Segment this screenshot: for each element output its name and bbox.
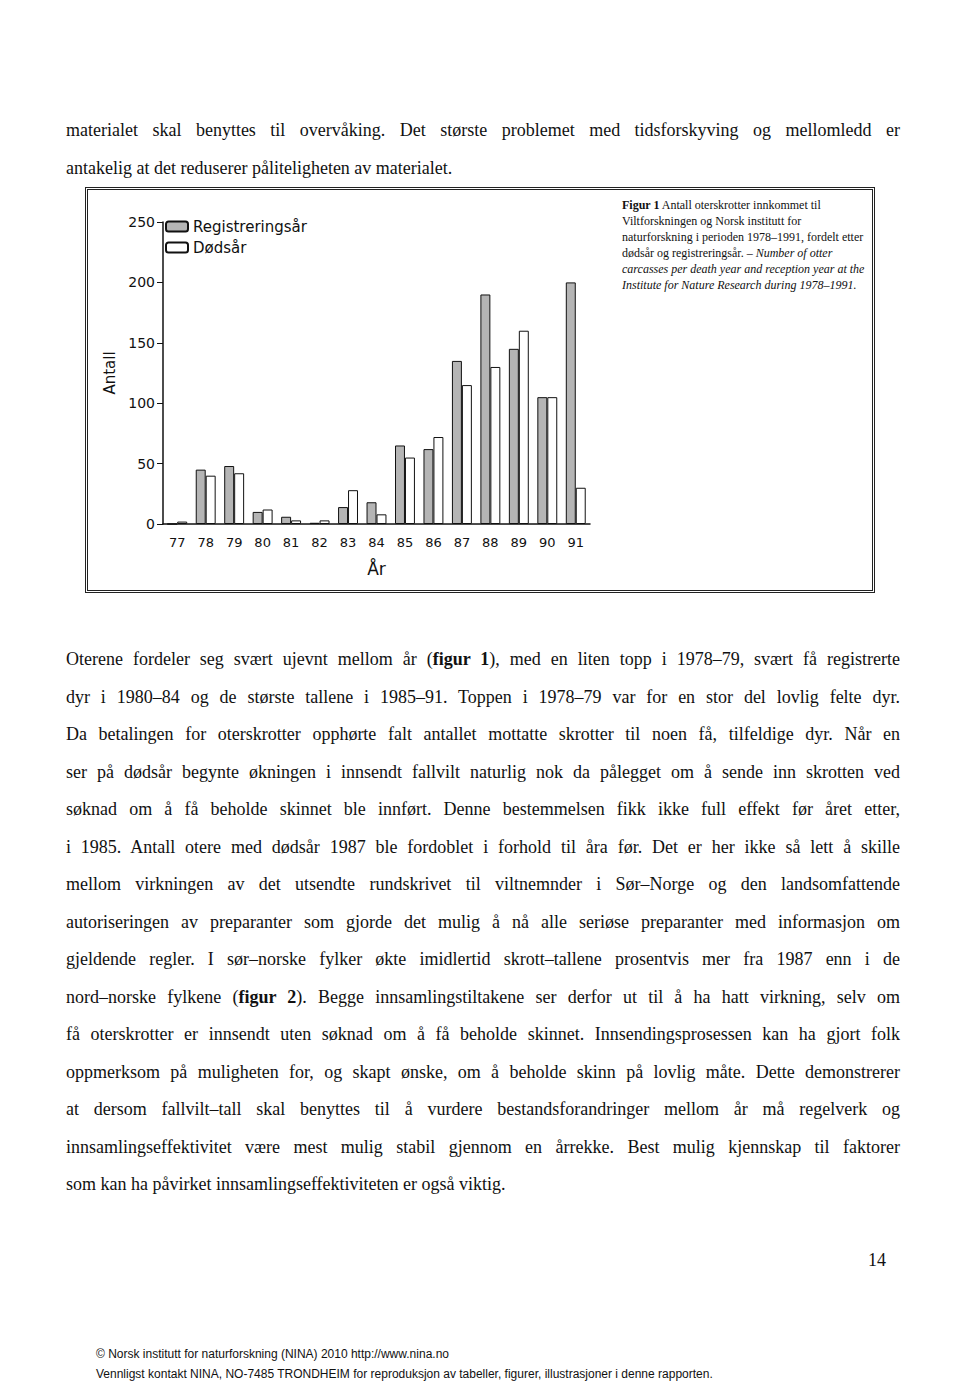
svg-text:88: 88 <box>482 535 499 550</box>
html-text:autoriseringen av preparanter: autoriseringen av preparanter som gjorde… <box>66 911 900 932</box>
html-text:dyr i 1980–84 og de største ta: dyr i 1980–84 og de største tallene i 19… <box>66 686 900 707</box>
svg-text:89: 89 <box>511 535 528 550</box>
html-text:at dersom fallvilt–tall skal b: at dersom fallvilt–tall skal benyttes ti… <box>66 1099 900 1119</box>
html-text:materialet skal benyttes til o: materialet skal benyttes til overvåking.… <box>66 120 900 140</box>
html-text:som kan ha påvirket innsamling: som kan ha påvirket innsamlingseffektivi… <box>66 1174 506 1194</box>
svg-text:85: 85 <box>397 535 414 550</box>
svg-text:50: 50 <box>137 456 155 472</box>
html-text:Oterene fordeler seg svært uje: Oterene fordeler seg svært ujevnt mellom… <box>66 649 900 669</box>
html-text:innsamlingseffektivitet være m: innsamlingseffektivitet være mest mulig … <box>66 1136 900 1157</box>
html-text:søknad om å få beholde skinnet: søknad om å få beholde skinnet ble innfø… <box>66 799 900 819</box>
html-text:oppmerksom på muligheten for,: oppmerksom på muligheten for, og skapt ø… <box>66 1061 900 1082</box>
svg-text:90: 90 <box>539 535 556 550</box>
html-text:14: 14 <box>868 1250 886 1270</box>
html-text:nord–norske fylkene (figur 2).: nord–norske fylkene (figur 2). Begge inn… <box>66 986 900 1007</box>
svg-text:250: 250 <box>128 214 155 230</box>
html-text:få oterskrotter er innsendt ut: få oterskrotter er innsendt uten søknad … <box>66 1024 900 1044</box>
svg-text:81: 81 <box>283 535 300 550</box>
svg-text:87: 87 <box>454 535 471 550</box>
svg-text:79: 79 <box>226 535 243 550</box>
svg-text:78: 78 <box>197 535 214 550</box>
svg-text:Dødsår: Dødsår <box>193 239 247 257</box>
svg-text:År: År <box>367 558 386 579</box>
html-text:Da betalingen for oterskrotter: Da betalingen for oterskrotter opphørte … <box>66 724 900 744</box>
svg-text:0: 0 <box>146 516 155 532</box>
svg-text:83: 83 <box>340 535 357 550</box>
html-text:ser på dødsår begynte økningen: ser på dødsår begynte økningen i innsend… <box>66 761 900 782</box>
html-text:© Norsk institutt for naturfor: © Norsk institutt for naturforskning (NI… <box>96 1347 449 1361</box>
svg-text:Antall: Antall <box>101 351 119 394</box>
svg-text:200: 200 <box>128 274 155 290</box>
html-text:gjeldende regler. I sør–norske: gjeldende regler. I sør–norske fylker øk… <box>66 949 900 969</box>
svg-text:91: 91 <box>567 535 584 550</box>
svg-text:80: 80 <box>254 535 271 550</box>
svg-text:86: 86 <box>425 535 442 550</box>
html-text:mellom virkningen av det utsen: mellom virkningen av det utsendte rundsk… <box>66 874 900 894</box>
svg-text:150: 150 <box>128 335 155 351</box>
svg-text:84: 84 <box>368 535 385 550</box>
svg-text:100: 100 <box>128 395 155 411</box>
html-text:i 1985. Antall otere med dødså: i 1985. Antall otere med dødsår 1987 ble… <box>66 836 900 857</box>
html-text:Vennligst kontakt NINA, NO-748: Vennligst kontakt NINA, NO-7485 TRONDHEI… <box>96 1367 713 1381</box>
svg-text:Registreringsår: Registreringsår <box>193 218 308 236</box>
html-text:Figur 1 Antall oterskrotter in: Figur 1 Antall oterskrotter innkommet ti… <box>622 198 865 292</box>
svg-text:77: 77 <box>169 535 186 550</box>
svg-text:82: 82 <box>311 535 328 550</box>
html-text:antakelig at det reduserer pål: antakelig at det reduserer pålitelighete… <box>66 157 453 178</box>
